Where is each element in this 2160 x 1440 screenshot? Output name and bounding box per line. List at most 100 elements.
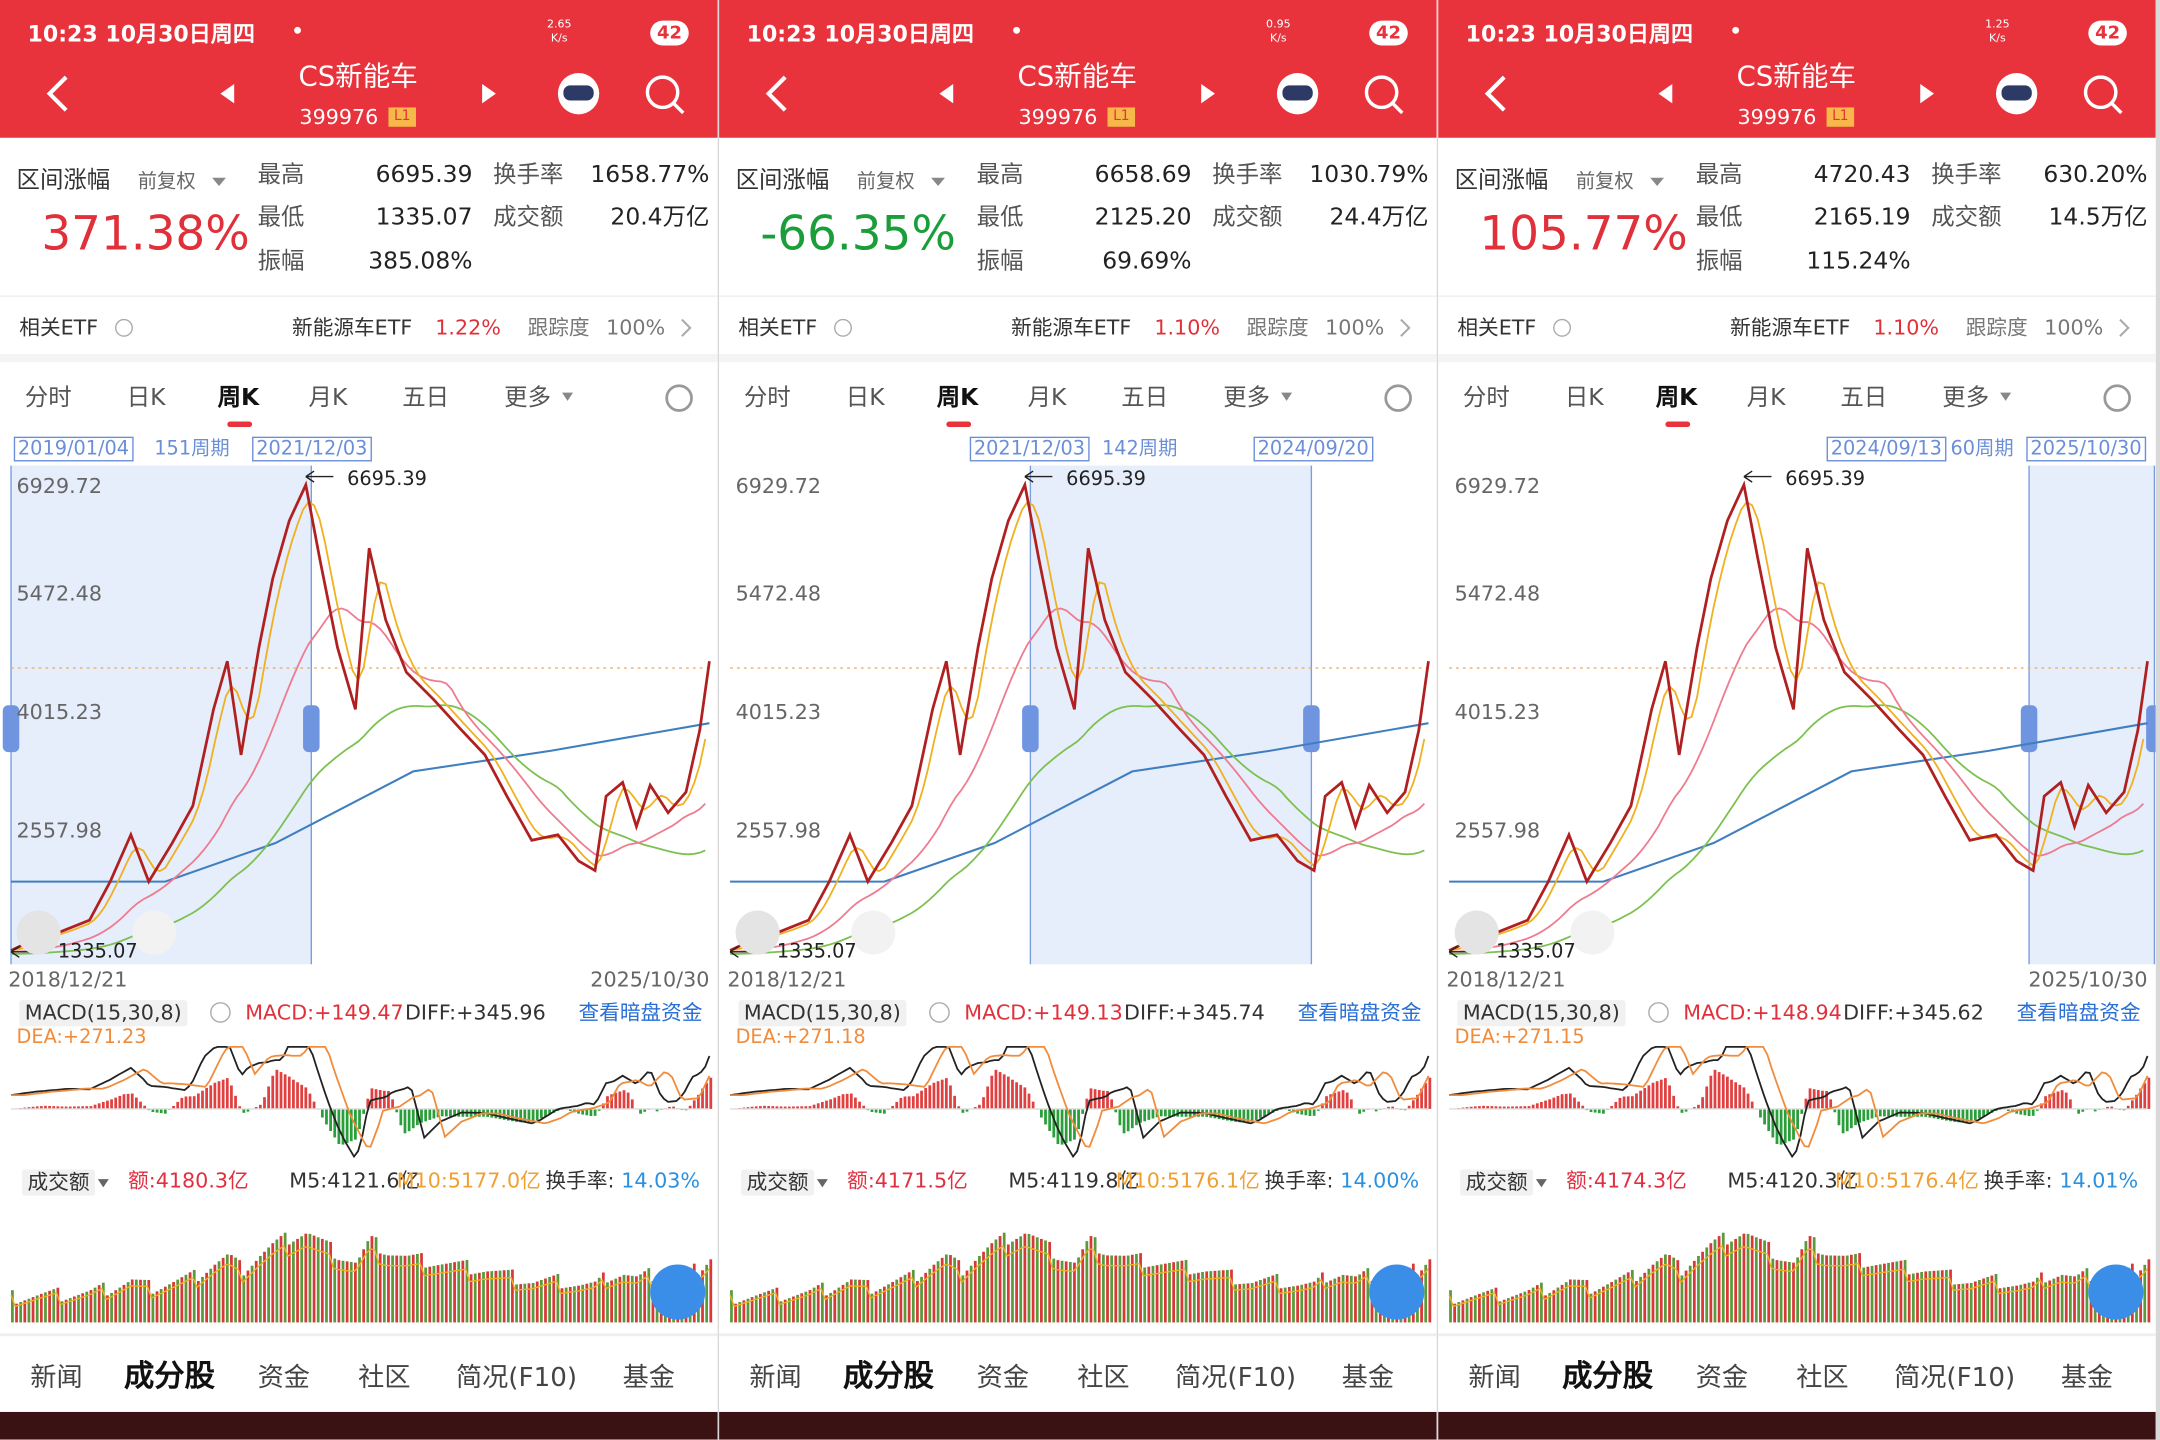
bottom-tab[interactable]: 简况(F10) — [455, 1361, 578, 1392]
macd-indicator[interactable]: MACD(15,30,8) — [19, 999, 188, 1026]
bottom-tab[interactable]: 新闻 — [1468, 1361, 1521, 1392]
volume-bar — [1535, 1285, 1539, 1323]
bottom-tab[interactable]: 社区 — [1077, 1361, 1130, 1392]
chart-tab[interactable]: 月K — [1746, 383, 1786, 412]
volume-bar — [1312, 1281, 1316, 1323]
bottom-tab[interactable]: 基金 — [2060, 1361, 2114, 1392]
peak-arrow — [1743, 470, 1772, 483]
bottom-tab[interactable]: 基金 — [622, 1361, 675, 1392]
macd-histogram — [820, 1101, 824, 1109]
chart-tab[interactable]: 五日 — [1840, 383, 1888, 412]
volume-bar — [1449, 1290, 1452, 1323]
macd-histogram — [1982, 1108, 1985, 1117]
dark-pool-link[interactable]: 查看暗盘资金 — [2016, 999, 2141, 1025]
bottom-tab[interactable]: 社区 — [1796, 1361, 1849, 1392]
chart-tab[interactable]: 五日 — [1121, 383, 1169, 412]
volume-indicator[interactable]: 成交额 — [1460, 1168, 1534, 1195]
bottom-tab[interactable]: 成分股 — [843, 1359, 934, 1395]
chart-tab[interactable]: 日K — [1564, 383, 1604, 412]
macd-histogram — [209, 1085, 213, 1109]
macd-histogram — [1705, 1086, 1709, 1109]
chart-tab[interactable]: 周K — [936, 383, 979, 412]
dark-pool-link[interactable]: 查看暗盘资金 — [1297, 999, 1422, 1025]
volume-bar — [440, 1264, 444, 1323]
volume-m5: M5:4121.6亿 — [289, 1167, 421, 1193]
adjust-mode[interactable]: 前复权 — [1575, 170, 1634, 193]
macd-histogram — [176, 1101, 180, 1109]
macd-histogram — [1845, 1108, 1849, 1132]
etf-name[interactable]: 新能源车ETF — [1011, 314, 1132, 340]
macd-histogram — [1630, 1096, 1634, 1109]
chart-tab[interactable]: 分时 — [1462, 383, 1510, 412]
volume-bar — [630, 1275, 634, 1323]
bottom-tab[interactable]: 成分股 — [1562, 1359, 1654, 1395]
bottom-tab[interactable]: 新闻 — [30, 1361, 83, 1392]
bottom-tab[interactable]: 资金 — [257, 1361, 310, 1392]
macd-histogram — [750, 1106, 754, 1109]
adjust-mode[interactable]: 前复权 — [137, 170, 196, 193]
trough-label: 1335.07 — [57, 940, 138, 963]
macd-indicator[interactable]: MACD(15,30,8) — [738, 999, 907, 1026]
volume-bar — [932, 1264, 936, 1323]
macd-histogram — [110, 1099, 113, 1109]
bottom-tab[interactable]: 成分股 — [123, 1359, 215, 1395]
macd-histogram — [1564, 1093, 1568, 1109]
bottom-tab[interactable]: 资金 — [1695, 1361, 1749, 1392]
volume-bar — [759, 1293, 762, 1323]
adjust-mode[interactable]: 前复权 — [856, 170, 915, 193]
volume-bar — [1465, 1298, 1469, 1323]
volume-indicator[interactable]: 成交额 — [22, 1168, 96, 1195]
volume-bar — [1767, 1241, 1771, 1323]
macd-histogram — [1081, 1108, 1085, 1114]
bottom-tab[interactable]: 新闻 — [749, 1361, 802, 1392]
volume-bar — [1816, 1253, 1820, 1323]
chart-tab[interactable]: 月K — [1027, 383, 1067, 412]
volume-bar — [320, 1238, 324, 1323]
bottom-tab[interactable]: 社区 — [358, 1361, 411, 1392]
macd-indicator[interactable]: MACD(15,30,8) — [1457, 999, 1626, 1026]
stock-title: CS新能车 — [1017, 59, 1137, 93]
chart-tab[interactable]: 分时 — [743, 383, 791, 412]
macd-histogram — [35, 1106, 39, 1109]
chart-tab[interactable]: 日K — [845, 383, 885, 412]
macd-histogram — [1610, 1105, 1614, 1109]
collapse-button — [1454, 910, 1499, 955]
volume-bar — [523, 1283, 527, 1323]
macd-histogram — [548, 1108, 551, 1115]
bottom-tab[interactable]: 资金 — [976, 1361, 1030, 1392]
volume-bar — [1292, 1286, 1295, 1323]
volume-bar — [312, 1235, 316, 1323]
macd-histogram — [2130, 1100, 2134, 1109]
macd-histogram — [841, 1094, 845, 1109]
volume-bar — [1122, 1255, 1126, 1323]
macd-histogram — [1085, 1098, 1089, 1109]
chevron — [681, 318, 692, 337]
chart-tab[interactable]: 周K — [1655, 383, 1698, 412]
macd-histogram — [1825, 1091, 1828, 1109]
chart-tab[interactable]: 更多 — [1223, 383, 1271, 412]
net-speed: 0.95 — [1266, 17, 1291, 31]
bottom-tab[interactable]: 简况(F10) — [1175, 1361, 1297, 1392]
chart-tab[interactable]: 更多 — [504, 383, 551, 412]
turnover-value: 630.20% — [2043, 160, 2148, 189]
volume-bar — [304, 1233, 308, 1323]
macd-histogram — [403, 1108, 407, 1134]
volume-bar — [271, 1243, 275, 1323]
chart-tab[interactable]: 月K — [308, 383, 348, 412]
volume-bar — [1283, 1287, 1287, 1323]
etf-name[interactable]: 新能源车ETF — [1730, 314, 1851, 340]
volume-indicator[interactable]: 成交额 — [741, 1168, 815, 1195]
y-axis-label: 2557.98 — [16, 817, 102, 843]
chart-tab[interactable]: 日K — [126, 383, 166, 412]
chart-tab[interactable]: 更多 — [1942, 383, 1990, 412]
bottom-tab[interactable]: 基金 — [1341, 1361, 1395, 1392]
chart-tab[interactable]: 五日 — [402, 383, 450, 412]
bottom-tab[interactable]: 简况(F10) — [1894, 1361, 2016, 1392]
etf-name[interactable]: 新能源车ETF — [292, 314, 413, 340]
dark-pool-link[interactable]: 查看暗盘资金 — [578, 999, 703, 1025]
volume-bar — [176, 1279, 180, 1323]
chart-tab[interactable]: 周K — [217, 383, 260, 412]
volume-bar — [1242, 1283, 1246, 1323]
chart-tab[interactable]: 分时 — [24, 383, 72, 412]
volume-bar — [1726, 1244, 1729, 1323]
